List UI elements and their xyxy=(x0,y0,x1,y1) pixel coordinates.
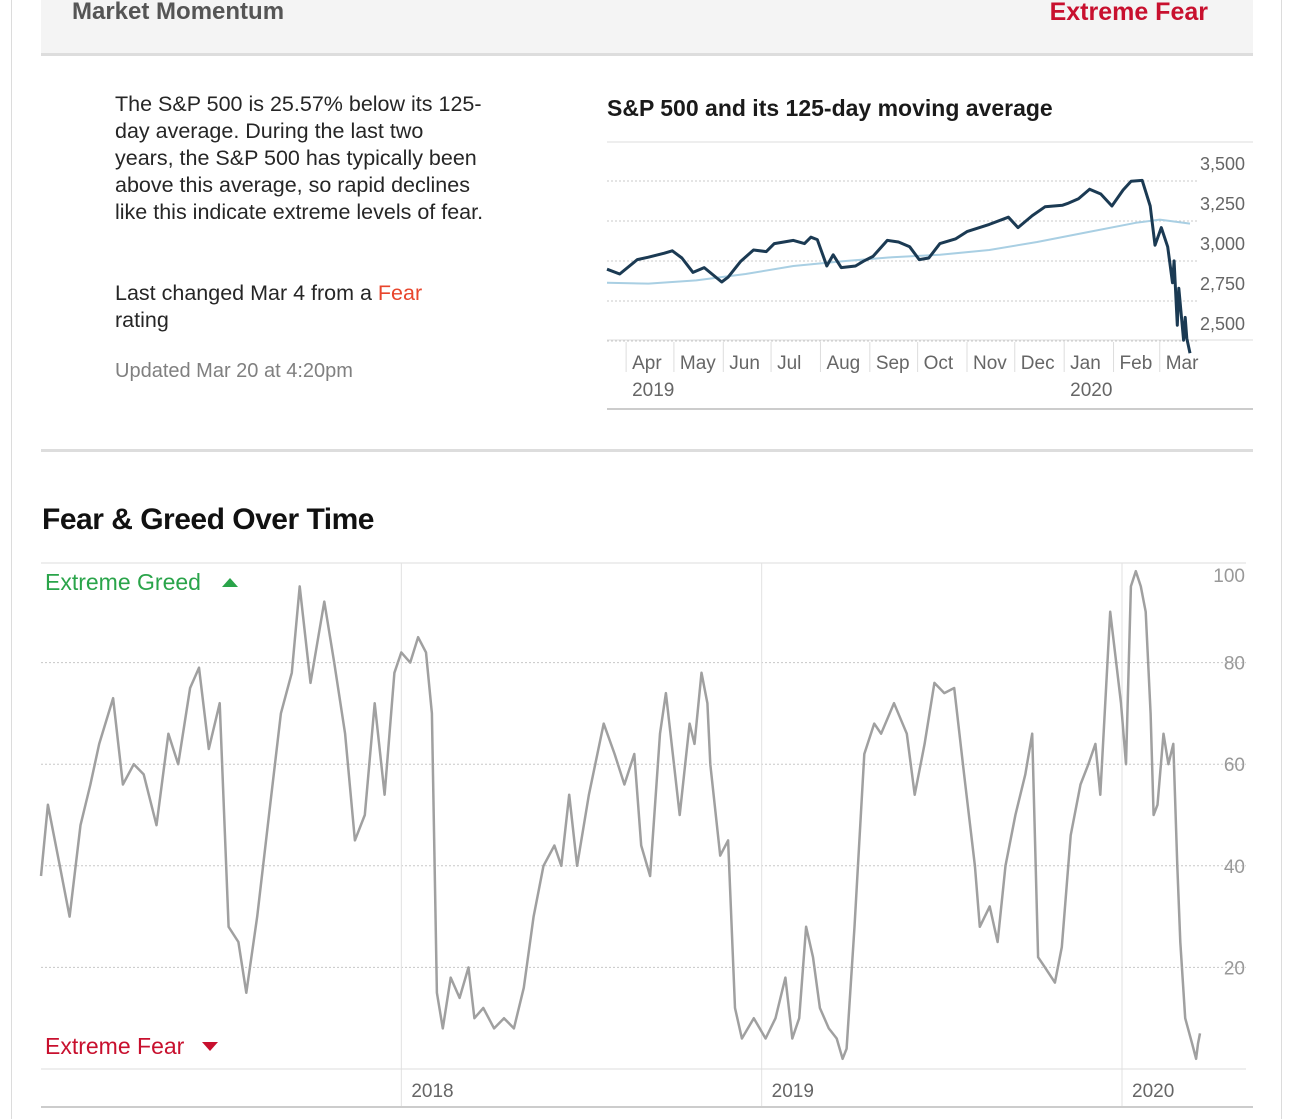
extreme-greed-label: Extreme Greed xyxy=(45,569,201,595)
sp500-x-tick-label: Mar xyxy=(1166,353,1199,374)
fear-greed-title: Fear & Greed Over Time xyxy=(42,503,374,536)
page-frame-left xyxy=(11,0,12,1119)
fg-y-tick-label: 40 xyxy=(1224,857,1245,878)
fg-x-tick-label: 2020 xyxy=(1132,1081,1174,1102)
sp500-x-tick-label: Sep xyxy=(876,353,910,374)
previous-rating: Fear xyxy=(377,281,423,305)
updated-timestamp: Updated Mar 20 at 4:20pm xyxy=(115,360,353,382)
sp500-x-tick-label: Jan xyxy=(1070,353,1101,374)
sp500-x-tick-label: Feb xyxy=(1120,353,1153,374)
sp500-x-tick-label: Dec xyxy=(1021,353,1055,374)
sp500-chart: S&P 500 and its 125-day moving average 3,… xyxy=(606,95,1253,410)
indicator-header: Market Momentum Extreme Fear xyxy=(41,0,1253,56)
sp500-x-year-label: 2019 xyxy=(632,380,674,401)
triangle-down-icon xyxy=(202,1042,218,1051)
fg-y-tick-label: 60 xyxy=(1224,755,1245,776)
sp500-x-tick-label: Apr xyxy=(632,353,662,374)
fg-y-tick-label: 100 xyxy=(1213,566,1245,587)
sp500-x-tick-label: Jul xyxy=(777,353,801,374)
page-frame-right xyxy=(1281,0,1282,1119)
indicator-title: Market Momentum xyxy=(72,0,285,25)
sp500-y-tick-label: 2,500 xyxy=(1200,314,1245,334)
sp500-y-tick-label: 3,000 xyxy=(1200,234,1245,254)
last-changed-text: Last changed Mar 4 from a Fear rating xyxy=(115,280,485,334)
sp500-y-tick-label: 2,750 xyxy=(1200,274,1245,294)
sp500-x-tick-label: Aug xyxy=(826,353,860,374)
indicator-rating: Extreme Fear xyxy=(1049,0,1208,26)
sp500-moving-average-line xyxy=(606,218,1191,285)
fg-y-tick-label: 80 xyxy=(1224,654,1245,675)
indicator-description: The S&P 500 is 25.57% below its 125-day … xyxy=(115,92,484,224)
fear-greed-line xyxy=(39,569,1202,1061)
fear-greed-chart: 100 80 60 40 20 2018 2019 2020 Extreme Greed Extr… xyxy=(39,562,1253,1108)
sp500-y-tick-label: 3,500 xyxy=(1200,154,1245,174)
sp500-x-tick-label: Jun xyxy=(729,353,760,374)
sp500-y-tick-label: 3,250 xyxy=(1200,194,1245,214)
sp500-x-tick-label: May xyxy=(680,353,716,374)
sp500-x-tick-label: Oct xyxy=(924,353,954,374)
fg-x-tick-label: 2019 xyxy=(772,1081,814,1102)
section-divider xyxy=(41,449,1253,452)
sp500-chart-title: S&P 500 and its 125-day moving average xyxy=(607,95,1053,121)
sp500-price-line xyxy=(606,178,1192,354)
extreme-fear-label: Extreme Fear xyxy=(45,1033,185,1059)
last-changed-suffix: rating xyxy=(115,308,169,332)
fg-x-tick-label: 2018 xyxy=(411,1081,453,1102)
sp500-x-year-label: 2020 xyxy=(1070,380,1112,401)
fg-y-tick-label: 20 xyxy=(1224,958,1245,979)
last-changed-prefix: Last changed Mar 4 from a xyxy=(115,281,378,305)
triangle-up-icon xyxy=(222,578,238,587)
sp500-x-tick-label: Nov xyxy=(973,353,1007,374)
